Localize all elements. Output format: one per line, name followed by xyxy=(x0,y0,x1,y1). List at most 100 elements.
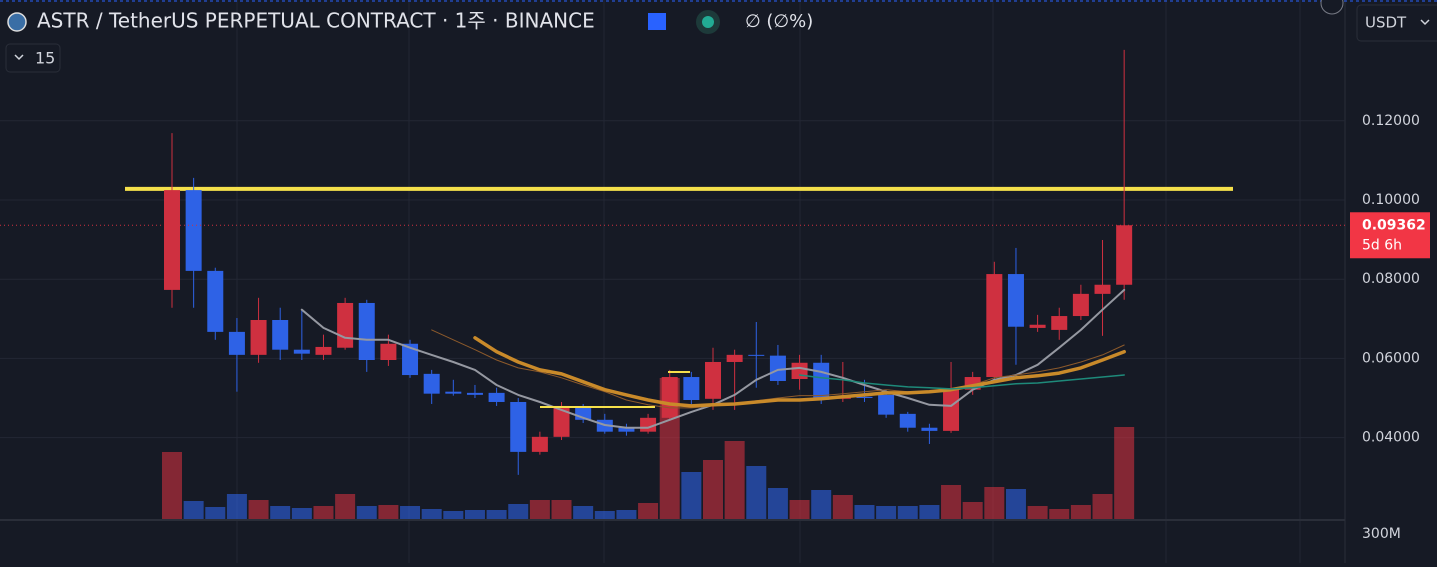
y-tick-label: 0.04000 xyxy=(1362,430,1420,446)
volume-bar xyxy=(638,503,659,519)
candle-body xyxy=(1029,324,1046,328)
volume-bar xyxy=(486,510,507,519)
volume-bar xyxy=(876,506,897,519)
volume-bar xyxy=(335,494,356,519)
last-price-box xyxy=(1350,212,1430,259)
candle-body xyxy=(899,413,916,428)
candle-body xyxy=(488,392,505,402)
candle-body xyxy=(553,405,570,437)
candle-body xyxy=(1051,316,1068,330)
candle-body xyxy=(315,346,332,355)
change-text: ∅ (∅%) xyxy=(745,11,813,32)
volume-bar xyxy=(162,452,182,519)
candle-body xyxy=(683,377,700,400)
volume-bar xyxy=(378,505,399,519)
candle-body xyxy=(856,396,873,399)
volume-bar xyxy=(962,502,983,519)
candle-body xyxy=(380,343,397,360)
candle-body xyxy=(337,302,354,348)
y-tick-label: 0.08000 xyxy=(1362,271,1420,287)
y-tick-label: 0.12000 xyxy=(1362,113,1420,129)
candle-body xyxy=(661,377,678,418)
volume-bar xyxy=(464,510,485,519)
candle-body xyxy=(510,401,527,452)
candle-body xyxy=(207,270,224,332)
volume-bar xyxy=(508,504,529,519)
volume-bar xyxy=(1092,494,1113,519)
moving-average xyxy=(473,336,1126,408)
chevron xyxy=(14,54,24,61)
status-dot xyxy=(702,16,714,28)
candle-body xyxy=(705,361,721,399)
marks xyxy=(0,49,1345,475)
vertical-grid xyxy=(236,0,1301,563)
volume-bar xyxy=(811,490,832,519)
last-price-label: 0.09362 xyxy=(1362,217,1426,233)
candle-body xyxy=(575,407,592,420)
candle-body xyxy=(402,343,419,376)
candle-body xyxy=(769,355,786,381)
chevron xyxy=(1420,19,1430,26)
candle-body xyxy=(1007,274,1024,327)
indicator-toggle[interactable] xyxy=(5,43,61,73)
volume-bar xyxy=(205,507,226,519)
volume-bar xyxy=(746,466,767,519)
volume-bar xyxy=(767,488,788,519)
volume-bar xyxy=(356,506,377,519)
volume-bar xyxy=(421,509,442,519)
candle-body xyxy=(250,320,267,355)
volume-bar xyxy=(1070,505,1091,519)
candle-body xyxy=(726,354,743,362)
candle-body xyxy=(185,190,202,271)
candle-body xyxy=(423,373,440,394)
candle-body xyxy=(293,349,310,354)
volume-bar xyxy=(681,472,702,519)
candle-body xyxy=(813,362,830,400)
candle-body xyxy=(1094,284,1111,294)
volume-bar xyxy=(703,460,723,519)
volume-bar xyxy=(183,501,204,519)
volume-bar xyxy=(226,494,247,519)
volume-bar xyxy=(270,506,291,519)
currency[interactable]: USDT xyxy=(1365,14,1407,32)
countdown: 5d 6h xyxy=(1362,237,1402,253)
candle-body xyxy=(1072,293,1089,317)
price-axis: 0.04000 0.06000 0.08000 0.10000 0.12000 0.093… xyxy=(1350,113,1430,446)
chart-title: ASTR / TetherUS PERPETUAL CONTRACT · 1주 … xyxy=(37,9,595,33)
indicator-count[interactable]: 15 xyxy=(35,49,55,68)
volume-bar xyxy=(248,500,269,519)
candle-body xyxy=(272,320,289,350)
candle-body xyxy=(618,427,635,432)
add-button[interactable] xyxy=(1320,0,1344,15)
candle-body xyxy=(943,389,960,431)
volume-bar xyxy=(551,500,572,519)
volume-bar xyxy=(724,441,745,519)
candle-body xyxy=(878,394,895,415)
candle-body xyxy=(445,391,462,394)
volume-scale-label: 300M xyxy=(1362,526,1401,542)
y-tick-label: 0.06000 xyxy=(1362,350,1420,366)
candle-body xyxy=(986,274,1003,378)
moving-average xyxy=(798,374,1125,390)
candle-body xyxy=(164,190,180,290)
volume-bar xyxy=(789,500,810,519)
y-tick-label: 0.10000 xyxy=(1362,192,1420,208)
flag-icon[interactable] xyxy=(648,13,666,30)
volume-bar xyxy=(984,487,1005,519)
volume-bar xyxy=(832,495,853,519)
volume-bar xyxy=(1114,427,1135,519)
volume-bar xyxy=(529,500,550,519)
volume-bar xyxy=(1049,509,1070,519)
candle-body xyxy=(358,302,375,360)
candle-body xyxy=(791,362,808,380)
volume-bar xyxy=(919,505,940,519)
candle-body xyxy=(921,427,938,431)
currency-selector[interactable] xyxy=(1356,4,1437,42)
volume-bar xyxy=(594,511,615,519)
volume-bar xyxy=(854,505,875,519)
volume-bar xyxy=(443,511,464,519)
volume-bar xyxy=(941,485,962,519)
volume-bar xyxy=(291,508,312,519)
